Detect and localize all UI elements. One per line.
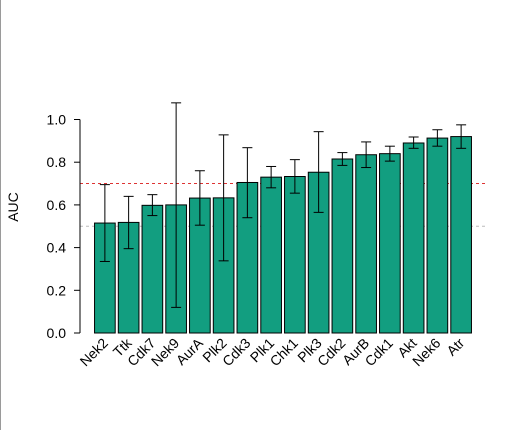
bar-atr [450,136,472,334]
x-tick-label: Atr [443,335,467,359]
y-tick-label: 0.6 [47,197,67,213]
y-tick-label: 0.8 [47,154,67,170]
y-tick-label: 0.0 [47,325,67,341]
bar-nek6 [426,137,449,334]
y-tick-label: 0.4 [47,240,67,256]
x-tick-label: Cdk1 [362,335,397,370]
bar-cdk2 [331,158,354,334]
window-left-border [0,0,1,430]
bar-chk1 [284,176,306,334]
x-axis-labels: Nek2TtkCdk7Nek9AurAPlk2Cdk3Plk1Chk1Plk3C… [77,334,468,369]
bar-aurb [355,154,377,334]
bars [94,136,472,334]
bar-plk1 [260,176,282,334]
bar-cdk1 [379,153,401,334]
y-tick-label: 0.2 [47,282,67,298]
bar-akt [402,142,425,334]
reference-lines [80,183,487,227]
bar-cdk7 [141,204,164,334]
y-axis-title: AUC [5,192,21,222]
y-tick-label: 1.0 [47,112,67,128]
y-axis: 0.0 0.2 0.4 0.6 0.8 1.0 [47,112,81,341]
x-tick-label: Nek6 [409,335,444,370]
x-tick-label: Nek2 [77,335,112,370]
error-bars [99,102,467,308]
